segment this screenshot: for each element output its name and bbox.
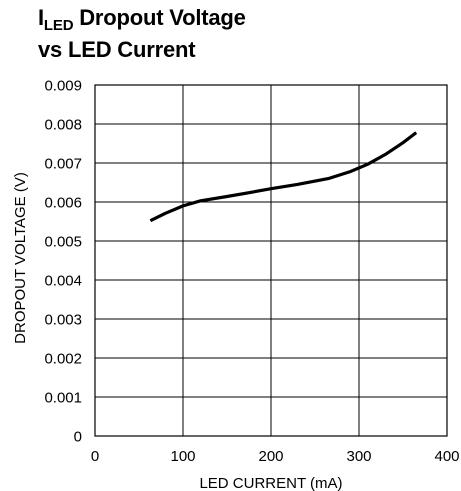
y-tick-label: 0.008 bbox=[44, 117, 82, 134]
y-tick-label: 0.009 bbox=[44, 78, 82, 95]
chart-title-line-2: vs LED Current bbox=[38, 37, 196, 62]
series-line bbox=[149, 131, 418, 223]
x-tick-label: 200 bbox=[258, 448, 283, 465]
plot-frame bbox=[94, 84, 448, 437]
series-layer bbox=[149, 131, 418, 223]
title-subscript: LED bbox=[43, 17, 74, 34]
x-tick-label: 0 bbox=[91, 448, 99, 465]
y-tick-label: 0.005 bbox=[44, 234, 82, 251]
y-tick-label: 0.002 bbox=[44, 351, 82, 368]
y-tick-label: 0.001 bbox=[44, 390, 82, 407]
y-tick-label: 0 bbox=[74, 429, 82, 446]
grid-lines bbox=[94, 84, 448, 437]
title-line-1-rest: Dropout Voltage bbox=[73, 5, 246, 30]
y-tick-label: 0.003 bbox=[44, 312, 82, 329]
y-tick-label: 0.007 bbox=[44, 156, 82, 173]
y-tick-label: 0.004 bbox=[44, 273, 82, 290]
x-axis-label: LED CURRENT (mA) bbox=[199, 475, 342, 491]
x-tick-label: 100 bbox=[170, 448, 195, 465]
y-tick-labels: 0 0.001 0.002 0.003 0.004 0.005 0.006 0.007 0.00… bbox=[44, 78, 82, 446]
chart-title-line-1: ILED Dropout Voltage bbox=[38, 6, 246, 38]
chart-title: ILED Dropout Voltage vs LED Current bbox=[38, 6, 246, 62]
y-tick-label: 0.006 bbox=[44, 195, 82, 212]
x-tick-label: 400 bbox=[434, 448, 459, 465]
x-tick-label: 300 bbox=[346, 448, 371, 465]
y-axis-label: DROPOUT VOLTAGE (V) bbox=[12, 172, 29, 344]
x-tick-labels: 0 100 200 300 400 bbox=[91, 448, 460, 465]
title-symbol: I bbox=[38, 5, 44, 30]
